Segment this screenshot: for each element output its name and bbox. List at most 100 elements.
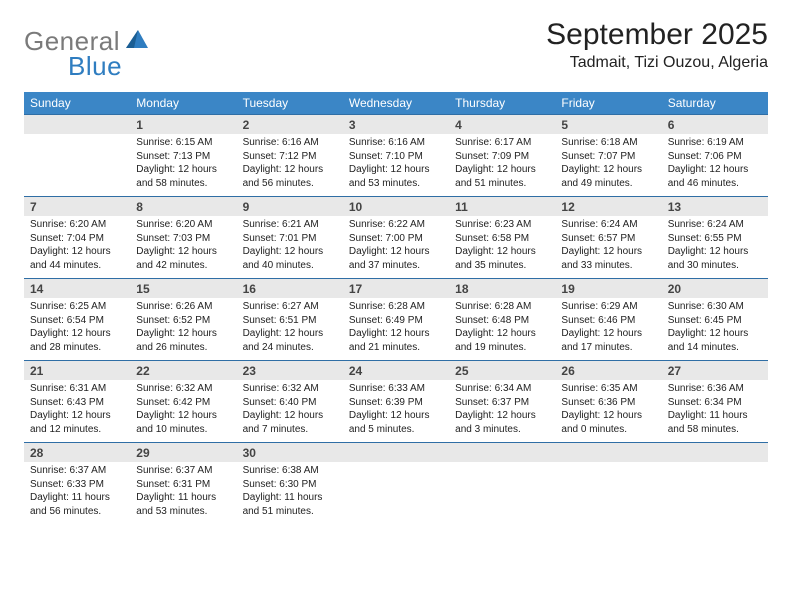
day-detail: Sunrise: 6:34 AMSunset: 6:37 PMDaylight:… [449, 380, 555, 442]
daylight-line: Daylight: 12 hours and 35 minutes. [455, 245, 549, 272]
day-detail: Sunrise: 6:28 AMSunset: 6:49 PMDaylight:… [343, 298, 449, 360]
day-detail [449, 462, 555, 524]
logo-text-blue: Blue [68, 51, 150, 82]
calendar: SundayMondayTuesdayWednesdayThursdayFrid… [24, 92, 768, 524]
sunrise-line: Sunrise: 6:15 AM [136, 136, 230, 150]
sunrise-line: Sunrise: 6:28 AM [349, 300, 443, 314]
daylight-line: Daylight: 12 hours and 51 minutes. [455, 163, 549, 190]
sunrise-line: Sunrise: 6:32 AM [243, 382, 337, 396]
header: General Blue September 2025 Tadmait, Tiz… [24, 18, 768, 82]
day-detail: Sunrise: 6:32 AMSunset: 6:40 PMDaylight:… [237, 380, 343, 442]
daynum-row: 21222324252627 [24, 360, 768, 380]
daylight-line: Daylight: 11 hours and 51 minutes. [243, 491, 337, 518]
sunset-line: Sunset: 6:45 PM [668, 314, 762, 328]
day-number: 18 [449, 279, 555, 298]
day-detail: Sunrise: 6:33 AMSunset: 6:39 PMDaylight:… [343, 380, 449, 442]
day-of-week-cell: Monday [130, 92, 236, 114]
daylight-line: Daylight: 12 hours and 10 minutes. [136, 409, 230, 436]
weeks-container: 123456Sunrise: 6:15 AMSunset: 7:13 PMDay… [24, 114, 768, 524]
sunset-line: Sunset: 6:54 PM [30, 314, 124, 328]
day-number: 9 [237, 197, 343, 216]
sunrise-line: Sunrise: 6:16 AM [349, 136, 443, 150]
day-number: 24 [343, 361, 449, 380]
sunset-line: Sunset: 7:10 PM [349, 150, 443, 164]
day-detail: Sunrise: 6:28 AMSunset: 6:48 PMDaylight:… [449, 298, 555, 360]
sunset-line: Sunset: 6:39 PM [349, 396, 443, 410]
sunrise-line: Sunrise: 6:16 AM [243, 136, 337, 150]
day-of-week-cell: Tuesday [237, 92, 343, 114]
daylight-line: Daylight: 12 hours and 44 minutes. [30, 245, 124, 272]
day-detail: Sunrise: 6:38 AMSunset: 6:30 PMDaylight:… [237, 462, 343, 524]
daylight-line: Daylight: 12 hours and 3 minutes. [455, 409, 549, 436]
day-number: 20 [662, 279, 768, 298]
day-number: 11 [449, 197, 555, 216]
daylight-line: Daylight: 12 hours and 58 minutes. [136, 163, 230, 190]
daylight-line: Daylight: 11 hours and 56 minutes. [30, 491, 124, 518]
logo-sail-icon [124, 28, 150, 55]
logo: General Blue [24, 18, 150, 82]
day-detail: Sunrise: 6:22 AMSunset: 7:00 PMDaylight:… [343, 216, 449, 278]
sunrise-line: Sunrise: 6:27 AM [243, 300, 337, 314]
sunrise-line: Sunrise: 6:18 AM [561, 136, 655, 150]
daynum-row: 14151617181920 [24, 278, 768, 298]
day-detail [343, 462, 449, 524]
sunset-line: Sunset: 6:37 PM [455, 396, 549, 410]
day-number: 7 [24, 197, 130, 216]
day-of-week-cell: Sunday [24, 92, 130, 114]
sunset-line: Sunset: 6:33 PM [30, 478, 124, 492]
title-block: September 2025 Tadmait, Tizi Ouzou, Alge… [546, 18, 768, 72]
day-number: 21 [24, 361, 130, 380]
day-number: 29 [130, 443, 236, 462]
daynum-row: 123456 [24, 114, 768, 134]
detail-row: Sunrise: 6:25 AMSunset: 6:54 PMDaylight:… [24, 298, 768, 360]
day-detail: Sunrise: 6:36 AMSunset: 6:34 PMDaylight:… [662, 380, 768, 442]
sunrise-line: Sunrise: 6:37 AM [30, 464, 124, 478]
sunset-line: Sunset: 7:07 PM [561, 150, 655, 164]
detail-row: Sunrise: 6:37 AMSunset: 6:33 PMDaylight:… [24, 462, 768, 524]
day-detail: Sunrise: 6:32 AMSunset: 6:42 PMDaylight:… [130, 380, 236, 442]
day-number [555, 443, 661, 462]
day-number [343, 443, 449, 462]
daynum-row: 78910111213 [24, 196, 768, 216]
day-detail: Sunrise: 6:23 AMSunset: 6:58 PMDaylight:… [449, 216, 555, 278]
day-number: 8 [130, 197, 236, 216]
location: Tadmait, Tizi Ouzou, Algeria [546, 54, 768, 72]
sunset-line: Sunset: 7:03 PM [136, 232, 230, 246]
daylight-line: Daylight: 12 hours and 33 minutes. [561, 245, 655, 272]
day-number: 26 [555, 361, 661, 380]
daylight-line: Daylight: 12 hours and 30 minutes. [668, 245, 762, 272]
day-number [662, 443, 768, 462]
day-number: 4 [449, 115, 555, 134]
sunrise-line: Sunrise: 6:23 AM [455, 218, 549, 232]
sunset-line: Sunset: 7:04 PM [30, 232, 124, 246]
daylight-line: Daylight: 12 hours and 46 minutes. [668, 163, 762, 190]
day-detail: Sunrise: 6:16 AMSunset: 7:10 PMDaylight:… [343, 134, 449, 196]
sunrise-line: Sunrise: 6:32 AM [136, 382, 230, 396]
daylight-line: Daylight: 12 hours and 17 minutes. [561, 327, 655, 354]
sunset-line: Sunset: 6:31 PM [136, 478, 230, 492]
daylight-line: Daylight: 12 hours and 7 minutes. [243, 409, 337, 436]
daylight-line: Daylight: 12 hours and 0 minutes. [561, 409, 655, 436]
sunrise-line: Sunrise: 6:33 AM [349, 382, 443, 396]
daylight-line: Daylight: 12 hours and 49 minutes. [561, 163, 655, 190]
sunset-line: Sunset: 6:30 PM [243, 478, 337, 492]
daylight-line: Daylight: 12 hours and 40 minutes. [243, 245, 337, 272]
daylight-line: Daylight: 12 hours and 37 minutes. [349, 245, 443, 272]
day-detail: Sunrise: 6:17 AMSunset: 7:09 PMDaylight:… [449, 134, 555, 196]
sunrise-line: Sunrise: 6:35 AM [561, 382, 655, 396]
day-detail: Sunrise: 6:26 AMSunset: 6:52 PMDaylight:… [130, 298, 236, 360]
day-number [24, 115, 130, 134]
day-number: 5 [555, 115, 661, 134]
day-detail [24, 134, 130, 196]
day-number: 12 [555, 197, 661, 216]
day-detail: Sunrise: 6:30 AMSunset: 6:45 PMDaylight:… [662, 298, 768, 360]
day-of-week-cell: Thursday [449, 92, 555, 114]
day-detail: Sunrise: 6:18 AMSunset: 7:07 PMDaylight:… [555, 134, 661, 196]
sunset-line: Sunset: 6:52 PM [136, 314, 230, 328]
day-number: 2 [237, 115, 343, 134]
day-detail: Sunrise: 6:25 AMSunset: 6:54 PMDaylight:… [24, 298, 130, 360]
daylight-line: Daylight: 12 hours and 21 minutes. [349, 327, 443, 354]
day-number: 15 [130, 279, 236, 298]
daylight-line: Daylight: 12 hours and 14 minutes. [668, 327, 762, 354]
sunset-line: Sunset: 6:55 PM [668, 232, 762, 246]
